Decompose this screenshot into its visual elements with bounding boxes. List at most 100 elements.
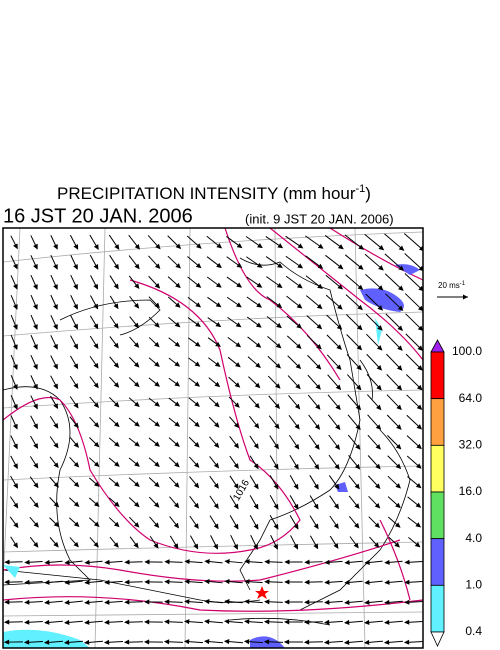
wind-vector-head bbox=[73, 402, 79, 409]
wind-vector-head bbox=[93, 521, 100, 528]
wind-vector-head bbox=[223, 639, 230, 645]
map-frame bbox=[2, 227, 424, 649]
wind-vector-head bbox=[396, 404, 402, 411]
valid-time: 16 JST 20 JAN. 2006 bbox=[3, 205, 193, 227]
wind-vector-head bbox=[124, 599, 130, 605]
wind-vector-head bbox=[184, 559, 190, 565]
wind-vector-head bbox=[236, 262, 243, 268]
wind-vector-head bbox=[174, 441, 180, 448]
wind-vector-head bbox=[155, 243, 161, 250]
wind-vector-head bbox=[334, 444, 341, 450]
wind-vector-head bbox=[154, 401, 161, 407]
station-star bbox=[255, 586, 269, 599]
wind-vector-head bbox=[303, 619, 310, 625]
wind-vector-head bbox=[397, 345, 403, 351]
wind-vector-head bbox=[195, 282, 202, 288]
wind-vector-head bbox=[173, 522, 180, 529]
wind-vector-head bbox=[204, 579, 210, 585]
wind-vector-head bbox=[317, 283, 323, 289]
wind-vectors bbox=[3, 233, 423, 645]
colorbar: 100.0 64.0 32.0 16.0 4.0 1.0 0.4 bbox=[430, 339, 482, 647]
wind-vector-head bbox=[313, 523, 319, 530]
wind-vector-head bbox=[284, 599, 290, 605]
wind-vector-head bbox=[223, 619, 230, 625]
wind-vector-head bbox=[293, 483, 299, 490]
wind-vector-head bbox=[417, 325, 423, 332]
wind-vector-head bbox=[275, 363, 281, 369]
wind-vector-head bbox=[154, 322, 160, 328]
wind-vector-head bbox=[214, 381, 221, 388]
wind-vector-head bbox=[53, 243, 58, 250]
wind-vector-head bbox=[354, 463, 361, 470]
colorbar-segment bbox=[430, 444, 445, 493]
wind-vector-head bbox=[174, 421, 181, 427]
wind-vector-head bbox=[114, 244, 120, 250]
wind-vector-head bbox=[314, 424, 321, 430]
wind-vector-head bbox=[364, 579, 370, 585]
wind-vector-head bbox=[293, 523, 299, 530]
wind-vector-head bbox=[53, 324, 58, 330]
wind-vector-head bbox=[354, 503, 360, 509]
wind-vector-head bbox=[184, 579, 190, 585]
wind-vector-head bbox=[304, 559, 310, 565]
wind-vector-head bbox=[174, 361, 181, 367]
wind-vector-head bbox=[154, 263, 161, 270]
wind-vector-head bbox=[33, 344, 38, 350]
wind-vector-head bbox=[154, 381, 160, 387]
wind-vector-head bbox=[33, 443, 39, 449]
wind-vector-head bbox=[53, 521, 60, 528]
wind-vector-head bbox=[53, 442, 59, 449]
wind-vector-head bbox=[334, 464, 340, 470]
wind-vector-head bbox=[114, 461, 120, 467]
wind-vector-head bbox=[215, 341, 221, 347]
wind-vector-head bbox=[113, 323, 119, 329]
contour-label: 1016 bbox=[231, 478, 252, 503]
wind-vector-head bbox=[304, 599, 310, 605]
wind-vector-head bbox=[213, 483, 219, 489]
wind-vector-head bbox=[13, 482, 19, 489]
wind-vector-head bbox=[303, 639, 310, 645]
wind-vector-head bbox=[193, 523, 199, 529]
colorbar-segment bbox=[430, 538, 445, 586]
wind-vector-head bbox=[357, 264, 364, 270]
wind-vector-head bbox=[104, 559, 110, 565]
wind-vector-head bbox=[154, 441, 160, 447]
wind-vector-head bbox=[263, 639, 270, 645]
wind-vector-head bbox=[174, 322, 181, 328]
wind-vector-head bbox=[24, 559, 30, 565]
wind-vector-head bbox=[244, 579, 250, 585]
wind-vector-head bbox=[356, 384, 362, 391]
wind-vector-head bbox=[235, 342, 242, 348]
wind-vector-head bbox=[316, 303, 323, 310]
reference-arrow-head bbox=[463, 294, 468, 300]
wind-vector-head bbox=[297, 283, 303, 289]
wind-vector-head bbox=[43, 619, 50, 625]
wind-vector-head bbox=[276, 282, 283, 289]
wind-vector bbox=[404, 253, 423, 271]
wind-vector-head bbox=[355, 404, 362, 411]
wind-vector-head bbox=[113, 303, 119, 310]
wind-vector-head bbox=[183, 639, 190, 645]
wind-vector-head bbox=[354, 522, 360, 529]
wind-vector-head bbox=[194, 361, 201, 367]
wind-vector-head bbox=[296, 323, 302, 329]
wind-vector-head bbox=[214, 361, 221, 367]
wind-vector-head bbox=[134, 263, 140, 270]
wind-vector-head bbox=[363, 639, 370, 645]
wind-vector-head bbox=[33, 284, 38, 290]
wind-vector-head bbox=[273, 463, 279, 470]
wind-vector-head bbox=[73, 501, 80, 508]
wind-vector-head bbox=[253, 483, 259, 490]
wind-vector-head bbox=[134, 381, 140, 388]
wind-vector-head bbox=[315, 364, 322, 370]
wind-vector-head bbox=[53, 462, 59, 469]
wind-vector-head bbox=[213, 503, 219, 510]
wind-vector bbox=[404, 273, 423, 291]
wind-vector-head bbox=[276, 302, 283, 309]
wind-vector-head bbox=[274, 403, 281, 409]
wind-vector-head bbox=[375, 444, 381, 450]
wind-vector-head bbox=[313, 503, 319, 510]
wind-vector-head bbox=[337, 284, 344, 290]
wind-vector-head bbox=[398, 285, 404, 291]
wind-vector-head bbox=[253, 523, 259, 530]
